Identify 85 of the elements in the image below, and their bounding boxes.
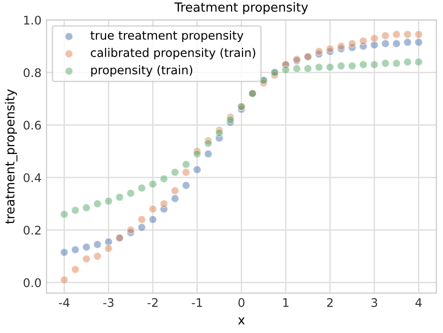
point (204, 139, 212, 148)
point (93, 200, 102, 208)
point (126, 189, 135, 198)
point (336, 62, 346, 70)
point (160, 174, 168, 184)
point (359, 60, 368, 69)
point (403, 38, 412, 47)
x-axis-title: x (238, 318, 245, 324)
y-tick-label: 0.6 (24, 120, 41, 130)
y-tick-label: 0.8 (24, 68, 41, 78)
chart-title: Treatment propensity (174, 2, 308, 14)
point (71, 206, 80, 215)
point (170, 186, 180, 195)
point (403, 30, 412, 39)
point (138, 215, 146, 224)
point (60, 210, 68, 218)
point (93, 240, 102, 249)
y-tick-label: 0.2 (24, 226, 40, 235)
point (182, 181, 190, 190)
y-tick-label: 1.0 (24, 16, 41, 25)
point (170, 194, 180, 203)
point (282, 66, 290, 74)
x-tick-label: 0 (238, 298, 244, 308)
point (71, 265, 80, 274)
point (126, 226, 135, 234)
x-tick-label: -4 (58, 298, 70, 307)
point (138, 223, 146, 232)
point (370, 60, 379, 69)
point (414, 58, 423, 66)
point (148, 215, 158, 224)
legend-label: calibrated propensity (train) (90, 48, 256, 60)
legend-label: true treatment propensity (90, 30, 244, 42)
point (204, 150, 212, 158)
point (215, 128, 224, 138)
x-tick-label: -3 (103, 298, 114, 308)
point (60, 248, 68, 257)
point (392, 30, 401, 39)
point (138, 184, 146, 192)
point (82, 254, 91, 264)
point (381, 39, 390, 48)
y-tick-label: 0.4 (24, 173, 41, 182)
point (93, 252, 102, 261)
point (414, 30, 423, 39)
point (314, 47, 324, 56)
point (348, 62, 356, 70)
point (170, 168, 180, 176)
point (403, 58, 412, 66)
point (292, 64, 302, 73)
x-tick-label: -1 (192, 298, 202, 307)
x-tick-label: -2 (148, 298, 158, 307)
y-axis-title: treatment_propensity (4, 89, 18, 224)
point (392, 39, 401, 48)
point (392, 59, 401, 68)
point (148, 204, 158, 214)
point (304, 64, 312, 73)
point (148, 180, 158, 188)
point (414, 38, 423, 47)
point (348, 39, 356, 48)
y-tick-label: 0.0 (24, 278, 41, 288)
point (314, 63, 324, 72)
point (82, 242, 91, 252)
point (359, 36, 368, 46)
x-tick-label: 4 (415, 298, 422, 307)
point (381, 59, 390, 68)
legend-label: propensity (train) (91, 65, 192, 77)
point (104, 244, 113, 253)
point (326, 44, 334, 54)
point (82, 203, 91, 212)
x-tick-label: 3 (371, 298, 378, 308)
point (182, 160, 190, 169)
x-tick-label: 2 (327, 298, 333, 307)
point (104, 196, 113, 206)
point (192, 165, 202, 174)
point (226, 116, 235, 124)
point (182, 168, 190, 176)
point (60, 276, 68, 284)
point (71, 245, 80, 254)
point (115, 192, 124, 202)
point (381, 32, 390, 40)
point (326, 63, 334, 72)
point (336, 42, 346, 50)
x-tick-label: 1 (283, 298, 288, 307)
point (160, 200, 168, 208)
point (370, 34, 379, 43)
point (192, 150, 202, 158)
